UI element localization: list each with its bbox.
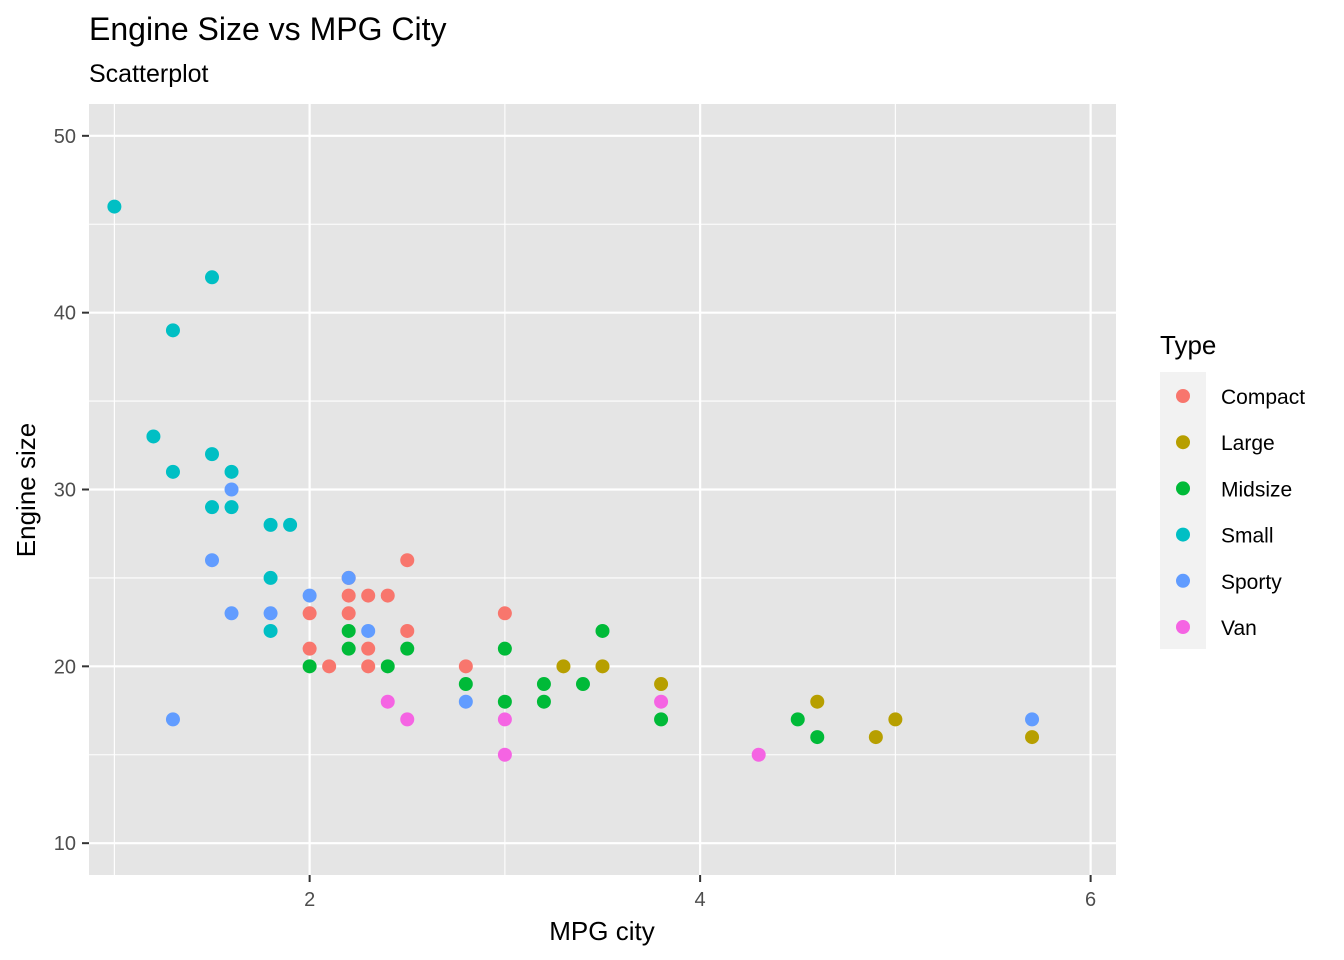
legend-key-compact: [1176, 389, 1190, 403]
point-midsize: [380, 659, 395, 674]
legend-label-large: Large: [1221, 432, 1275, 455]
x-axis: 2 4 6: [304, 875, 1096, 911]
point-compact: [361, 588, 376, 603]
point-midsize: [458, 677, 473, 692]
x-axis-title: MPG city: [549, 916, 654, 946]
point-small: [146, 429, 161, 444]
point-compact: [458, 659, 473, 674]
point-van: [400, 712, 415, 727]
point-midsize: [302, 659, 317, 674]
point-midsize: [341, 623, 356, 638]
point-small: [263, 517, 278, 532]
point-small: [224, 464, 239, 479]
legend-key-sporty: [1176, 573, 1190, 588]
point-midsize: [536, 677, 551, 692]
point-large: [654, 677, 669, 692]
point-compact: [497, 606, 512, 621]
legend-title: Type: [1160, 330, 1216, 360]
point-sporty: [458, 694, 473, 709]
point-midsize: [536, 694, 551, 709]
point-sporty: [1025, 712, 1040, 727]
point-compact: [400, 623, 415, 638]
point-van: [654, 694, 669, 709]
y-tick-label: 40: [54, 303, 76, 325]
point-small: [224, 500, 239, 515]
chart-subtitle: Scatterplot: [89, 60, 209, 88]
point-small: [107, 199, 122, 214]
point-sporty: [302, 588, 317, 603]
point-small: [205, 500, 220, 515]
legend-label-sporty: Sporty: [1221, 571, 1282, 594]
point-compact: [380, 588, 395, 603]
point-small: [205, 447, 220, 462]
point-compact: [400, 553, 415, 568]
point-sporty: [341, 570, 356, 585]
point-compact: [322, 659, 337, 674]
point-midsize: [341, 641, 356, 656]
point-large: [810, 694, 825, 709]
point-midsize: [497, 694, 512, 709]
legend-key-midsize: [1176, 481, 1190, 496]
point-midsize: [790, 712, 805, 727]
point-large: [1025, 730, 1040, 745]
y-tick-label: 50: [54, 126, 76, 148]
point-sporty: [361, 623, 376, 638]
point-compact: [302, 641, 317, 656]
point-small: [263, 570, 278, 585]
legend-key-small: [1176, 527, 1190, 542]
x-tick-label: 4: [695, 889, 706, 911]
y-tick-label: 30: [54, 480, 76, 502]
point-van: [751, 747, 766, 762]
point-small: [165, 464, 180, 479]
x-tick-label: 6: [1085, 889, 1096, 911]
point-large: [868, 730, 883, 745]
y-axis: 10 20 30 40 50: [54, 126, 89, 855]
y-tick-label: 10: [54, 833, 76, 855]
point-compact: [302, 606, 317, 621]
point-compact: [341, 588, 356, 603]
major-gridlines: [89, 104, 1116, 875]
point-large: [556, 659, 571, 674]
point-large: [888, 712, 903, 727]
legend-label-compact: Compact: [1221, 386, 1305, 409]
legend-key-background: [1160, 372, 1206, 649]
legend-label-midsize: Midsize: [1221, 478, 1292, 501]
legend-label-small: Small: [1221, 525, 1274, 548]
point-van: [497, 712, 512, 727]
point-sporty: [224, 606, 239, 621]
point-midsize: [400, 641, 415, 656]
legend: Type Compact Large Midsize Small Sporty Van: [1160, 330, 1305, 649]
point-midsize: [810, 730, 825, 745]
point-sporty: [205, 553, 220, 568]
point-sporty: [263, 606, 278, 621]
point-compact: [361, 641, 376, 656]
point-large: [595, 659, 610, 674]
y-axis-title: Engine size: [11, 423, 41, 557]
y-tick-label: 20: [54, 656, 76, 678]
point-van: [380, 694, 395, 709]
point-sporty: [165, 712, 180, 727]
point-small: [205, 270, 220, 285]
point-sporty: [224, 482, 239, 497]
legend-label-van: Van: [1221, 617, 1257, 640]
x-tick-label: 2: [304, 889, 315, 911]
point-midsize: [575, 677, 590, 692]
point-midsize: [654, 712, 669, 727]
point-midsize: [595, 623, 610, 638]
point-small: [283, 517, 298, 532]
point-compact: [361, 659, 376, 674]
point-van: [497, 747, 512, 762]
point-compact: [341, 606, 356, 621]
legend-key-large: [1176, 435, 1190, 450]
point-small: [263, 623, 278, 638]
point-midsize: [497, 641, 512, 656]
legend-key-van: [1176, 620, 1190, 634]
chart-title: Engine Size vs MPG City: [89, 11, 446, 47]
data-points: [107, 199, 1040, 762]
point-small: [165, 323, 180, 338]
